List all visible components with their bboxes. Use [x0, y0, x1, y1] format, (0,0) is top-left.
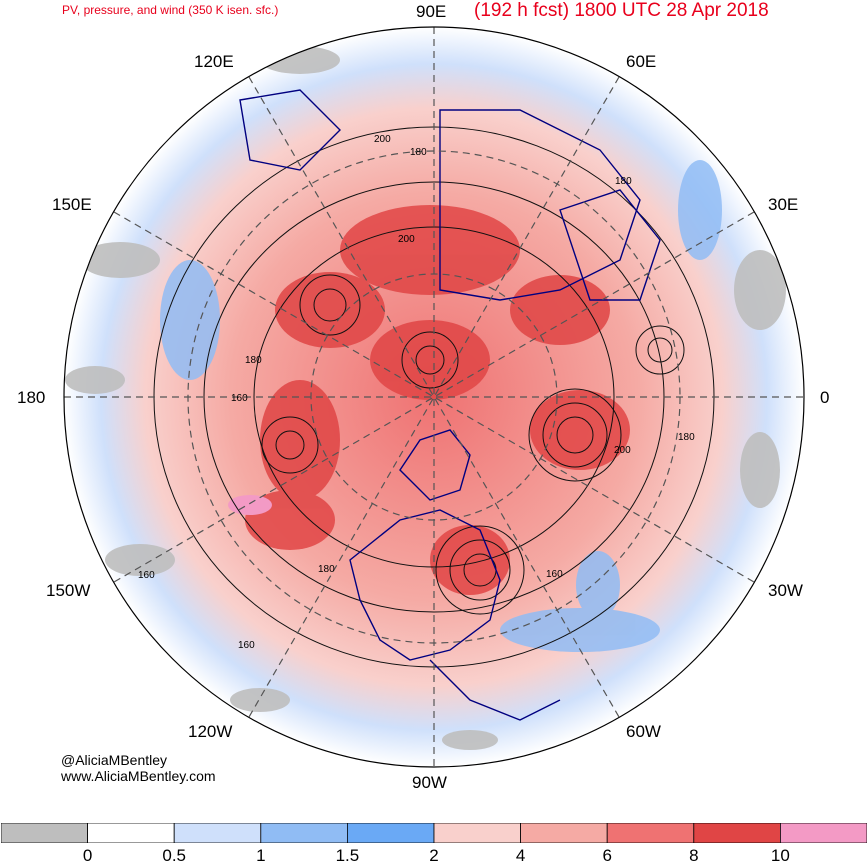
colorbar-segment — [173, 823, 262, 843]
colorbar-tick-label: 1.5 — [335, 846, 360, 865]
contour-label: 160 — [238, 640, 255, 651]
lon-label-60w: 60W — [626, 722, 661, 741]
lon-label-0: 0 — [820, 388, 830, 407]
pv-field — [64, 27, 804, 767]
map-boundary — [63, 26, 805, 768]
coastlines — [239, 89, 661, 721]
colorbar-tick-label: 1 — [256, 846, 266, 865]
lon-label-120w: 120W — [188, 722, 233, 741]
contour-label: 160 — [138, 570, 155, 581]
contour-label: 200 — [398, 234, 415, 245]
contour-label: 180 — [410, 147, 427, 158]
lon-label-90w: 90W — [412, 773, 447, 792]
pv-max-patch — [228, 495, 272, 515]
colorbar-segment — [1, 823, 88, 843]
credit-website: www.AliciaMBentley.com — [61, 768, 216, 784]
high-pv-core — [245, 205, 630, 595]
low-pv-patches — [65, 46, 786, 750]
lon-label-150w: 150W — [46, 581, 91, 600]
lon-label-90e: 90E — [416, 2, 447, 21]
colorbar-segment — [693, 823, 781, 843]
colorbar-tick-label: 6 — [602, 846, 612, 865]
contour-label: 180 — [318, 564, 335, 575]
colorbar-tick-label: 10 — [770, 846, 790, 865]
colorbar-segment — [260, 823, 348, 843]
colorbar-segment — [87, 823, 175, 843]
colorbar-tick-label: 0.5 — [162, 846, 187, 865]
credit-handle: @AliciaMBentley — [61, 752, 168, 768]
contour-label: 160 — [546, 569, 563, 580]
colorbar-segment — [606, 823, 695, 843]
lon-label-30e: 30E — [768, 195, 799, 214]
credit-block: @AliciaMBentley www.AliciaMBentley.com — [61, 752, 216, 784]
map-title: PV, pressure, and wind (350 K isen. sfc.… — [62, 3, 279, 17]
contour-label: 200 — [374, 134, 391, 145]
colorbar-tick-label: 0 — [82, 846, 93, 865]
lon-label-120e: 120E — [194, 52, 234, 71]
contour-label: 180 — [678, 432, 695, 443]
polar-map — [63, 26, 805, 768]
colorbar-segment — [520, 823, 608, 843]
lon-label-60e: 60E — [626, 52, 657, 71]
contour-label: 180 — [615, 176, 632, 187]
graticule — [64, 27, 804, 767]
lon-label-180: 180 — [17, 388, 46, 407]
colorbar-tick-label: 2 — [429, 846, 439, 865]
colorbar — [1, 823, 867, 843]
blue-pv-bands — [160, 160, 722, 652]
colorbar-segment — [433, 823, 521, 843]
contour-label: 160 — [231, 393, 248, 404]
colorbar-segment — [780, 823, 867, 843]
lon-label-30w: 30W — [768, 581, 803, 600]
colorbar-tick-label: 4 — [515, 846, 526, 865]
lon-label-150e: 150E — [52, 195, 92, 214]
contour-label: 180 — [245, 355, 262, 366]
contour-label: 200 — [614, 445, 631, 456]
colorbar-segment — [346, 823, 435, 843]
forecast-valid-time: (192 h fcst) 1800 UTC 28 Apr 2018 — [474, 0, 769, 21]
colorbar-tick-label: 8 — [689, 846, 699, 865]
